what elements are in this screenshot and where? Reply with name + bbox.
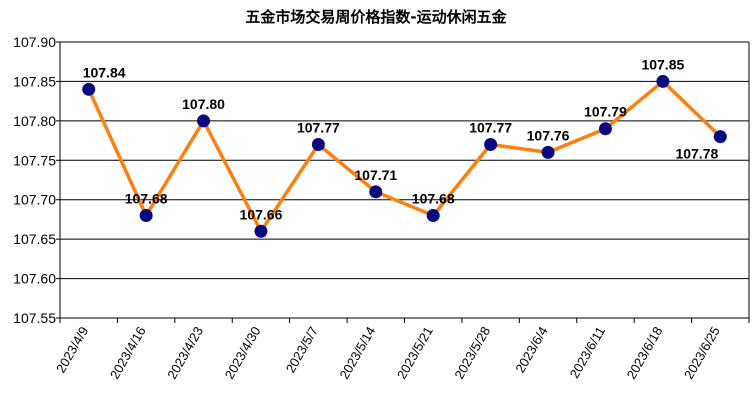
x-tick-label: 2023/4/16 bbox=[107, 324, 149, 382]
y-tick-label: 107.85 bbox=[13, 73, 56, 89]
y-tick-label: 107.75 bbox=[13, 152, 56, 168]
x-axis-ticks: 2023/4/9 2023/4/16 2023/4/23 2023/4/30 2023/… bbox=[53, 324, 723, 382]
x-tick-label: 2023/6/11 bbox=[567, 324, 608, 381]
series-line-group bbox=[87, 79, 722, 234]
data-point-marker bbox=[311, 138, 325, 152]
data-point-marker bbox=[139, 208, 153, 222]
y-tick-label: 107.65 bbox=[13, 231, 56, 247]
y-tick-label: 107.90 bbox=[13, 34, 56, 50]
data-label: 107.77 bbox=[297, 120, 340, 136]
data-label: 107.68 bbox=[412, 190, 455, 206]
x-tick-label: 2023/5/21 bbox=[394, 324, 436, 382]
data-point-marker bbox=[541, 145, 555, 159]
x-tick-label: 2023/5/28 bbox=[451, 324, 493, 382]
data-point-marker bbox=[656, 74, 670, 88]
data-point-marker bbox=[254, 224, 268, 238]
x-tick-label: 2023/6/18 bbox=[624, 324, 666, 382]
chart-title: 五金市场交易周价格指数-运动休闲五金 bbox=[245, 8, 507, 26]
data-label: 107.80 bbox=[182, 96, 225, 112]
y-tick-label: 107.70 bbox=[13, 192, 56, 208]
data-label: 107.79 bbox=[584, 104, 627, 120]
data-label: 107.78 bbox=[675, 146, 718, 162]
x-tick-label: 2023/4/30 bbox=[222, 324, 264, 382]
data-point-marker bbox=[713, 130, 727, 144]
data-label: 107.68 bbox=[125, 190, 168, 206]
x-tick-label: 2023/5/7 bbox=[283, 324, 321, 375]
y-axis-ticks: 107.55 107.60 107.65 107.70 107.75 107.80 107.… bbox=[13, 34, 56, 326]
data-label: 107.85 bbox=[641, 56, 684, 72]
data-label: 107.66 bbox=[240, 206, 283, 222]
x-tick-label: 2023/4/23 bbox=[164, 324, 206, 382]
x-tick-label: 2023/6/25 bbox=[681, 324, 723, 382]
x-tick-label: 2023/4/9 bbox=[53, 324, 91, 375]
data-label: 107.84 bbox=[83, 64, 126, 80]
data-point-marker bbox=[82, 82, 96, 96]
data-point-marker bbox=[369, 185, 383, 199]
data-labels: 107.84 107.68 107.80 107.66 107.77 107.71 107.… bbox=[83, 56, 719, 222]
data-markers bbox=[82, 74, 727, 238]
axes bbox=[56, 41, 750, 323]
series-line bbox=[87, 79, 722, 234]
x-tick-label: 2023/6/4 bbox=[512, 324, 550, 375]
data-point-marker bbox=[598, 122, 612, 136]
data-label: 107.76 bbox=[527, 127, 570, 143]
data-label: 107.71 bbox=[354, 167, 397, 183]
grid-lines bbox=[60, 41, 749, 280]
data-point-marker bbox=[484, 138, 498, 152]
y-tick-label: 107.55 bbox=[13, 310, 56, 326]
data-point-marker bbox=[426, 208, 440, 222]
data-label: 107.77 bbox=[469, 120, 512, 136]
y-tick-label: 107.80 bbox=[13, 113, 56, 129]
data-point-marker bbox=[197, 114, 211, 128]
x-tick-label: 2023/5/14 bbox=[336, 324, 378, 382]
y-tick-label: 107.60 bbox=[13, 271, 56, 287]
